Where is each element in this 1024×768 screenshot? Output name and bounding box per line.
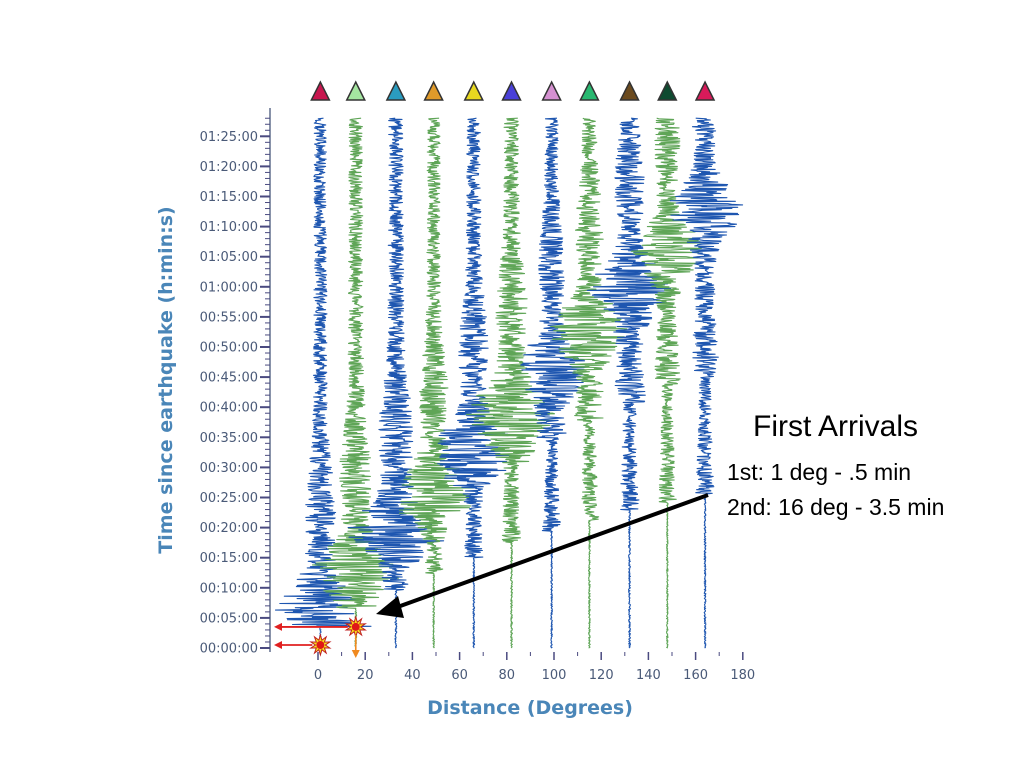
station-marker (501, 80, 522, 101)
x-tick-label: 120 (589, 668, 614, 683)
y-axis-title: Time since earthquake (h:min:s) (155, 206, 177, 553)
seismogram-trace (311, 117, 399, 649)
seismogram-trace (586, 117, 672, 649)
y-tick-label: 00:15:00 (200, 551, 258, 566)
arrival-time-arrowhead (274, 622, 282, 631)
seismogram-trace (550, 117, 628, 649)
y-tick-label: 01:05:00 (200, 250, 258, 265)
y-tick-label: 00:30:00 (200, 461, 258, 476)
seismogram-trace (630, 117, 702, 649)
station-marker (657, 80, 678, 101)
station-marker (541, 80, 562, 101)
x-tick-label: 100 (542, 668, 567, 683)
station-markers (310, 80, 716, 101)
arrival-core (351, 622, 360, 631)
seismogram-traces (274, 117, 744, 649)
y-tick-label: 01:20:00 (200, 160, 258, 175)
y-axis: 00:00:00 00:05:00 00:10:00 00:15:00 00:20:00… (200, 108, 271, 657)
annotation-first-arrival: 1st: 1 deg - .5 min (727, 459, 912, 485)
y-tick-label: 00:25:00 (200, 491, 258, 506)
y-tick-label: 00:50:00 (200, 341, 258, 356)
y-tick-label: 01:15:00 (200, 190, 258, 205)
station-marker (463, 80, 484, 101)
y-tick-label: 00:20:00 (200, 521, 258, 536)
y-tick-label: 00:55:00 (200, 310, 258, 325)
arrival-pointer-arrowhead (376, 596, 404, 618)
x-tick-label: 160 (683, 668, 708, 683)
x-axis-title: Distance (Degrees) (427, 697, 633, 719)
seismogram-trace (520, 117, 589, 649)
arrival-core (316, 640, 325, 649)
station-marker (619, 80, 640, 101)
station-marker (694, 80, 716, 101)
x-tick-label: 180 (730, 668, 755, 683)
seismogram-trace (465, 117, 556, 649)
y-tick-label: 00:40:00 (200, 401, 258, 416)
arrival-pointer-line (391, 493, 709, 611)
station-marker (423, 80, 444, 101)
arrival-distance-arrowhead (351, 650, 360, 658)
seismogram-trace (398, 117, 475, 649)
seismogram-trace (669, 117, 744, 649)
y-tick-label: 01:10:00 (200, 220, 258, 235)
x-tick-label: 140 (636, 668, 661, 683)
seismogram-trace (437, 117, 516, 649)
station-marker (345, 80, 366, 101)
x-tick-label: 40 (404, 668, 421, 683)
seismogram-trace (347, 117, 445, 649)
x-tick-label: 80 (499, 668, 516, 683)
y-tick-label: 00:10:00 (200, 581, 258, 596)
x-tick-label: 0 (314, 668, 322, 683)
first-arrival-markers (274, 615, 367, 658)
x-tick-label: 20 (357, 668, 374, 683)
y-tick-label: 00:05:00 (200, 611, 258, 626)
y-tick-label: 00:35:00 (200, 431, 258, 446)
y-tick-label: 00:00:00 (200, 642, 258, 657)
x-axis: 0 20 40 60 80 100 120 140 160 180 (314, 652, 755, 683)
y-tick-label: 01:25:00 (200, 130, 258, 145)
annotation-title: First Arrivals (753, 410, 918, 443)
y-tick-label: 00:45:00 (200, 371, 258, 386)
station-marker (310, 80, 331, 101)
annotation-second-arrival: 2nd: 16 deg - 3.5 min (727, 494, 945, 520)
arrival-time-arrowhead (274, 640, 282, 649)
y-tick-label: 01:00:00 (200, 280, 258, 295)
x-tick-label: 60 (451, 668, 468, 683)
station-marker (385, 80, 407, 101)
station-marker (579, 80, 600, 101)
